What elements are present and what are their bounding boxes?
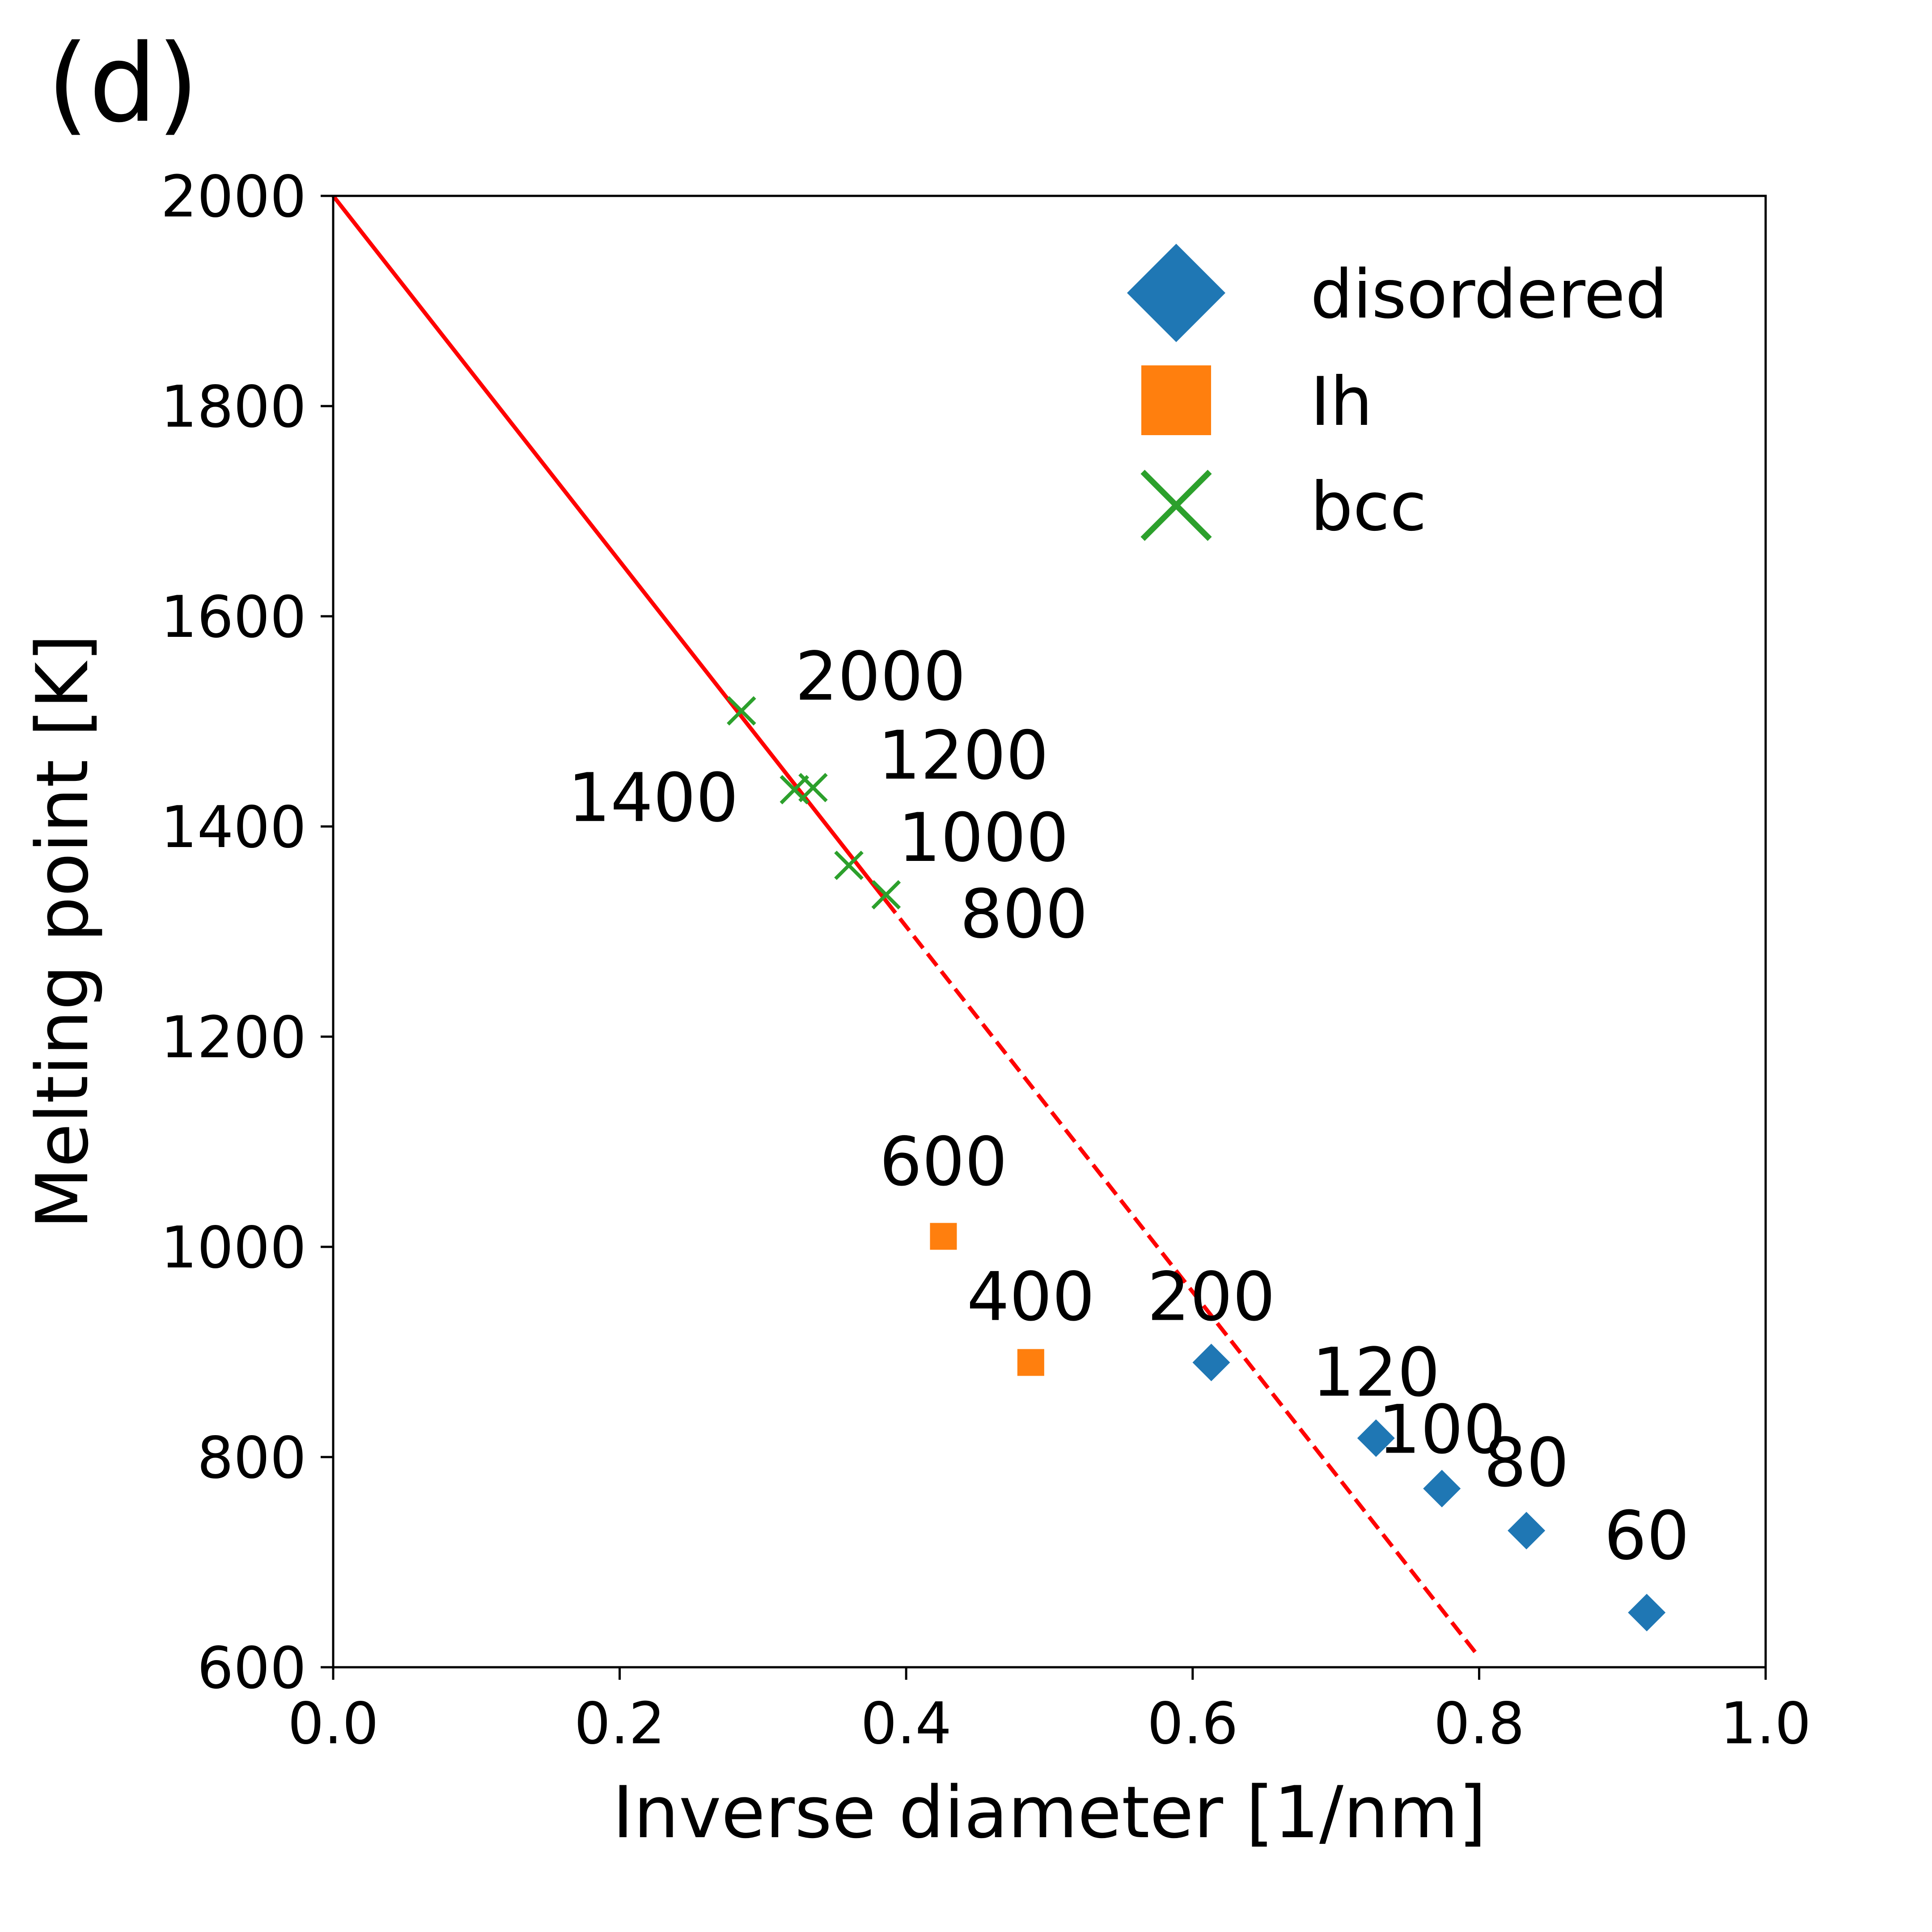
point-annotation: 120	[1312, 1334, 1440, 1412]
data-point-ih	[930, 1223, 957, 1250]
x-tick-label: 0.4	[860, 1690, 952, 1757]
data-point-disordered	[1628, 1593, 1666, 1631]
x-tick-label: 0.0	[288, 1690, 379, 1757]
point-annotation: 1400	[568, 759, 739, 837]
data-point-disordered	[1357, 1419, 1395, 1457]
legend-marker-bcc	[1140, 470, 1212, 541]
point-annotation: 200	[1147, 1258, 1275, 1336]
y-tick-label: 600	[197, 1635, 306, 1702]
y-tick-label: 2000	[161, 164, 306, 230]
x-tick-label: 0.8	[1434, 1690, 1525, 1757]
x-stroke	[727, 696, 756, 726]
x-stroke	[1140, 470, 1212, 541]
legend-label: Ih	[1310, 363, 1373, 441]
data-point-disordered	[1192, 1343, 1230, 1381]
axis-ticks: 0.0 0.2 0.4 0.6 0.8 1.06008001000120014001600…	[161, 164, 1811, 1757]
x-tick-label: 0.6	[1147, 1690, 1238, 1757]
y-tick-label: 1200	[161, 1004, 306, 1071]
x-stroke	[780, 775, 809, 805]
legend-marker-ih	[1141, 365, 1211, 435]
point-annotation: 80	[1484, 1424, 1569, 1502]
x-stroke	[871, 880, 901, 910]
panel-label: (d)	[47, 21, 199, 146]
x-stroke	[834, 851, 864, 880]
plot-frame	[332, 195, 1767, 1669]
x-tick-label: 1.0	[1720, 1690, 1811, 1757]
y-tick-label: 1000	[161, 1215, 306, 1281]
x-axis-label: Inverse diameter [1/nm]	[612, 1771, 1486, 1854]
fit-line-solid	[331, 195, 888, 902]
data-point-ih	[1017, 1349, 1044, 1376]
data-point-bcc	[780, 775, 809, 805]
fit-line-dashed	[884, 899, 1481, 1659]
y-tick-label: 1600	[161, 584, 306, 651]
point-annotation: 2000	[795, 638, 966, 716]
point-annotation: 1000	[898, 799, 1069, 877]
point-annotation: 60	[1604, 1497, 1690, 1575]
point-annotation: 100	[1378, 1391, 1506, 1469]
y-tick-label: 1800	[161, 374, 306, 441]
y-tick-label: 800	[197, 1425, 306, 1491]
legend: disordered Ih bcc	[1127, 244, 1668, 546]
y-axis-label: Melting point [K]	[21, 634, 104, 1229]
data-point-disordered	[1508, 1512, 1546, 1550]
data-point-bcc	[871, 880, 901, 910]
point-annotation: 600	[879, 1123, 1007, 1201]
data-point-bcc	[727, 696, 756, 726]
legend-label: bcc	[1310, 468, 1427, 546]
data-point-disordered	[1423, 1470, 1461, 1508]
point-annotation: 1200	[878, 717, 1049, 795]
x-stroke	[798, 773, 828, 802]
x-tick-label: 0.2	[574, 1690, 665, 1757]
legend-marker-disordered	[1127, 244, 1225, 342]
legend-label: disordered	[1310, 256, 1668, 334]
y-tick-label: 1400	[161, 794, 306, 861]
data-point-bcc	[834, 851, 864, 880]
point-annotation: 400	[967, 1258, 1095, 1336]
point-annotation: 800	[960, 876, 1088, 953]
